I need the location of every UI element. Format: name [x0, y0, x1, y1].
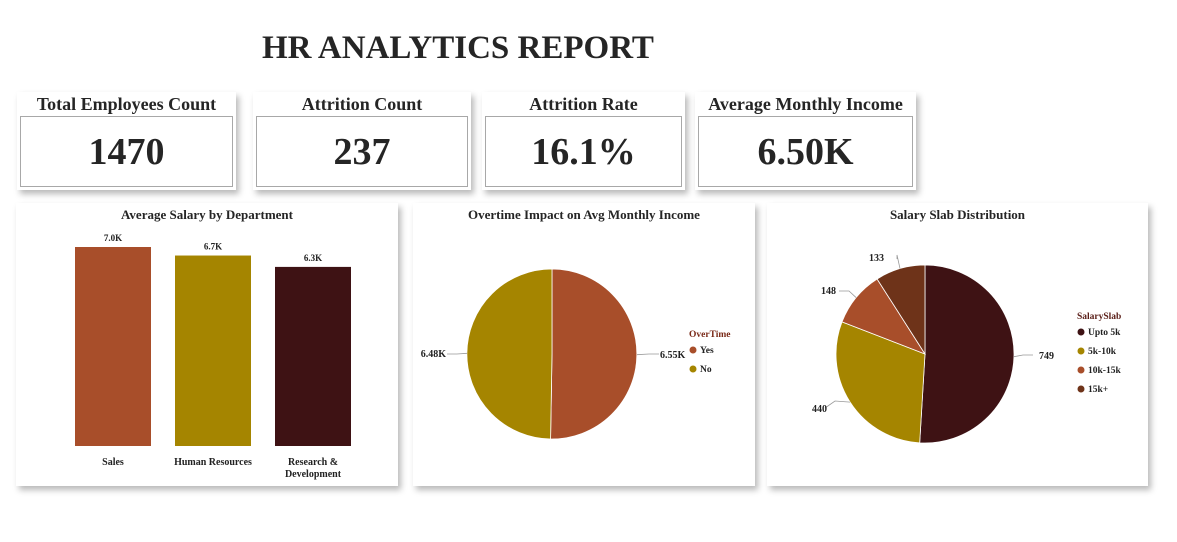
pie-slice-upto-5k[interactable]	[919, 264, 1015, 444]
leader-line	[1013, 354, 1033, 358]
legend-title: SalarySlab	[1077, 312, 1121, 322]
bar-research-development[interactable]	[275, 266, 351, 446]
pie-data-label: 133	[869, 253, 884, 264]
legend-item-label[interactable]: 5k-10k	[1088, 347, 1117, 357]
leader-line	[839, 290, 857, 298]
leader-line	[824, 400, 851, 409]
legend-item-label[interactable]: Yes	[700, 346, 714, 356]
kpi-value-box: 1470	[20, 116, 233, 187]
kpi-label: Average Monthly Income	[708, 94, 903, 114]
chart-title: Salary Slab Distribution	[889, 207, 1026, 222]
kpi-value: 16.1%	[531, 130, 636, 173]
overtime-income-panel: Overtime Impact on Avg Monthly Income 6.…	[413, 203, 755, 486]
legend-marker	[689, 365, 697, 373]
kpi-label: Attrition Rate	[529, 94, 638, 114]
legend-item-label[interactable]: Upto 5k	[1088, 328, 1121, 338]
kpi-attrition-count: Attrition Count 237	[253, 92, 471, 190]
category-label: Research &	[288, 457, 338, 468]
bar-human-resources[interactable]	[175, 255, 251, 446]
legend-item-label[interactable]: 15k+	[1088, 385, 1108, 395]
kpi-label: Total Employees Count	[36, 94, 217, 114]
kpi-average-monthly-income: Average Monthly Income 6.50K	[695, 92, 916, 190]
kpi-total-employees: Total Employees Count 1470	[17, 92, 236, 190]
pie-slice-no[interactable]	[466, 268, 553, 440]
legend-marker	[1077, 385, 1085, 393]
category-label: Development	[285, 469, 342, 480]
avg-salary-department-panel: Average Salary by Department 7.0K Sales 6.…	[16, 203, 398, 486]
bar-data-label: 7.0K	[104, 233, 122, 243]
pie-data-label: 440	[812, 404, 827, 415]
bar-sales[interactable]	[75, 247, 151, 446]
chart-title: Average Salary by Department	[121, 207, 293, 222]
bar-data-label: 6.7K	[204, 242, 222, 252]
chart-title: Overtime Impact on Avg Monthly Income	[468, 207, 700, 222]
category-label: Sales	[102, 457, 124, 468]
salary-slab-panel: Salary Slab Distribution 749 440 148 133 Sal…	[767, 203, 1148, 486]
legend-title: OverTime	[689, 330, 731, 340]
report-title: HR ANALYTICS REPORT	[262, 30, 654, 66]
kpi-value: 1470	[88, 130, 165, 173]
pie-slice-yes[interactable]	[550, 268, 638, 440]
legend-marker	[1077, 366, 1085, 374]
kpi-value-box: 6.50K	[698, 116, 913, 187]
legend-marker	[1077, 328, 1085, 336]
kpi-label: Attrition Count	[301, 94, 423, 114]
leader-line	[636, 353, 659, 356]
bar-chart: 7.0K Sales 6.7K Human Resources 6.3K Research…	[75, 233, 351, 480]
kpi-value-box: 16.1%	[485, 116, 682, 187]
kpi-value-box: 237	[256, 116, 468, 187]
bar-data-label: 6.3K	[304, 253, 322, 263]
pie-data-label: 6.48K	[421, 349, 447, 360]
leader-line	[447, 352, 468, 355]
overtime-pie-chart: 6.55K 6.48K OverTime Yes No	[421, 268, 731, 440]
pie-data-label: 148	[821, 286, 836, 297]
kpi-value: 6.50K	[757, 130, 854, 173]
pie-data-label: 749	[1039, 351, 1054, 362]
legend-marker	[689, 346, 697, 354]
category-label: Human Resources	[174, 457, 252, 468]
salary-slab-pie-chart: 749 440 148 133 SalarySlab Upto 5k 5k-10k 10k-1…	[812, 253, 1121, 444]
legend-item-label[interactable]: No	[700, 365, 712, 375]
legend-marker	[1077, 347, 1085, 355]
pie-data-label: 6.55K	[660, 350, 686, 361]
pie-slice-15k-[interactable]	[876, 264, 926, 356]
kpi-value: 237	[333, 130, 391, 173]
leader-line	[896, 254, 901, 269]
kpi-attrition-rate: Attrition Rate 16.1%	[482, 92, 685, 190]
legend-item-label[interactable]: 10k-15k	[1088, 366, 1121, 376]
